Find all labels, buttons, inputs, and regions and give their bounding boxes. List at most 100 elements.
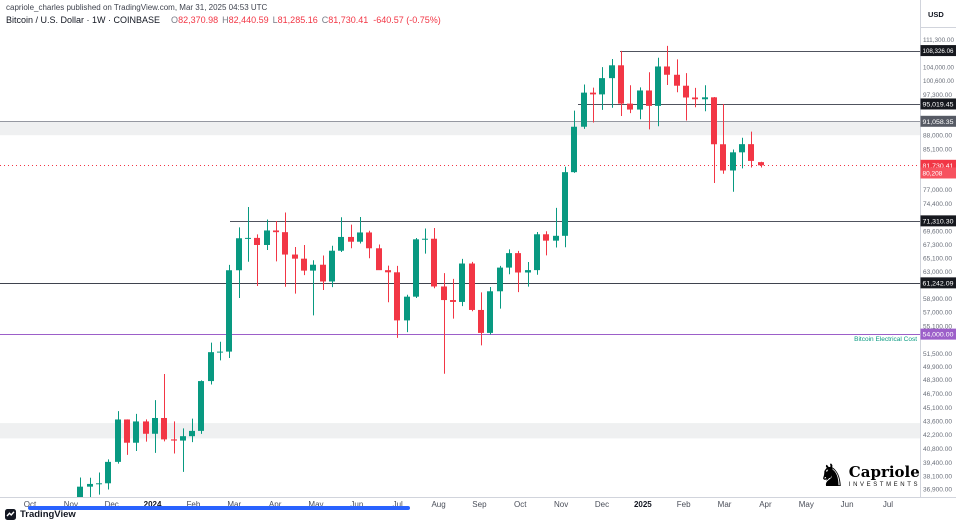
candle-body (478, 309, 484, 333)
price-label-box (920, 45, 956, 57)
plot-area[interactable] (0, 45, 920, 521)
candle-body (692, 97, 698, 100)
price-tick-label: 57,000.00 (923, 310, 952, 317)
candle-body (553, 235, 559, 241)
change-value: -640.57 (-0.75%) (373, 15, 441, 25)
time-axis-label: Feb (676, 500, 691, 509)
attribution-text: capriole_charles published on TradingVie… (6, 3, 268, 12)
candle-body (562, 172, 568, 236)
candle-body (180, 436, 186, 441)
open-value: 82,370.98 (178, 15, 219, 25)
candle-body (599, 78, 605, 95)
price-label: 108,326.06 (923, 48, 954, 55)
candle-body (664, 66, 670, 75)
tradingview-attribution[interactable]: TradingView (5, 509, 76, 520)
time-axis-label: Aug (431, 500, 446, 509)
candle-body (758, 162, 764, 166)
candle-body (450, 300, 456, 302)
time-axis-label: Jun (350, 500, 364, 509)
candle-body (431, 238, 437, 287)
time-axis[interactable]: Oct Nov Dec 2024 Feb Mar Apr May Jun Jul Aug Sep Oct… (0, 497, 920, 513)
candle-body (198, 381, 204, 431)
candle-body (674, 74, 680, 86)
price-tick-label: 88,000.00 (923, 133, 952, 140)
candle-body (264, 230, 270, 245)
low-value: 81,285.16 (277, 15, 318, 25)
candle-body (236, 238, 242, 271)
price-tick-label: 63,000.00 (923, 269, 952, 276)
candle-body (711, 97, 717, 145)
price-label-box (920, 159, 956, 171)
price-label: 80,208 (923, 170, 943, 177)
candle-body (254, 237, 260, 245)
candle-body (208, 352, 214, 382)
candle-body (655, 66, 661, 106)
candle-body (730, 152, 736, 171)
tradingview-logo-icon (5, 509, 16, 520)
time-axis-label: Feb (186, 500, 201, 509)
candle-body (366, 232, 372, 249)
candle-body (96, 483, 102, 485)
time-axis-label: Oct (514, 500, 527, 509)
candle-body (320, 264, 326, 282)
price-label: 54,000.00 (923, 332, 954, 339)
candle-body (105, 461, 111, 484)
candle-body (329, 250, 335, 282)
candle-body (292, 254, 298, 259)
candle-body (171, 439, 177, 441)
price-label: 91,058.35 (923, 119, 954, 126)
price-tick-label: 43,600.00 (923, 419, 952, 426)
candle-body (87, 483, 93, 487)
price-tick-label: 45,100.00 (923, 405, 952, 412)
time-axis-label: Mar (717, 500, 732, 509)
candle-body (525, 270, 531, 273)
price-label: 71,310.30 (923, 218, 954, 225)
price-tick-label: 67,300.00 (923, 242, 952, 249)
candle-body (394, 272, 400, 321)
candle-body (143, 421, 149, 434)
horse-icon: ♞ (818, 458, 846, 493)
candle-body (413, 239, 419, 297)
capriole-logo: ♞ Capriole INVESTMENTS (818, 458, 921, 493)
time-axis-label: Sep (472, 500, 487, 509)
tradingview-wordmark: TradingView (20, 509, 76, 520)
candle-body (273, 230, 279, 233)
high-label: H (222, 15, 229, 25)
electrical-cost-label: Bitcoin Electrical Cost (854, 336, 917, 344)
candle-body (422, 238, 428, 240)
candle-body (748, 144, 754, 161)
price-tick-label: 55,100.00 (923, 323, 952, 330)
candle-body (385, 270, 391, 273)
price-label-box (920, 328, 956, 340)
price-label: 95,019.45 (923, 101, 954, 108)
candle-body (115, 419, 121, 462)
candle-body (590, 92, 596, 95)
currency-label[interactable]: USD (928, 10, 944, 19)
horizontal-scrollbar[interactable] (28, 506, 410, 510)
candle-body (226, 270, 232, 352)
time-axis-label: May (308, 500, 324, 509)
candle-body (189, 430, 195, 437)
candle-body (338, 236, 344, 251)
candle-body (404, 296, 410, 321)
capriole-subtitle: INVESTMENTS (848, 482, 921, 488)
candle-body (720, 144, 726, 171)
candle-body (534, 234, 540, 271)
candle-body (133, 421, 139, 443)
candle-body (282, 232, 288, 255)
price-label-box (920, 167, 956, 179)
high-value: 82,440.59 (228, 15, 269, 25)
candle-body (515, 253, 521, 273)
candle-body (497, 267, 503, 292)
candle-body (702, 97, 708, 100)
price-label-box (920, 277, 956, 289)
candle-body (571, 126, 577, 173)
price-tick-label: 85,100.00 (923, 146, 952, 153)
candle-body (301, 258, 307, 271)
time-axis-label: Nov (554, 500, 569, 509)
time-axis-label: Apr (759, 500, 772, 509)
price-label: 81,730.41 (923, 163, 954, 170)
price-tick-label: 69,600.00 (923, 228, 952, 235)
